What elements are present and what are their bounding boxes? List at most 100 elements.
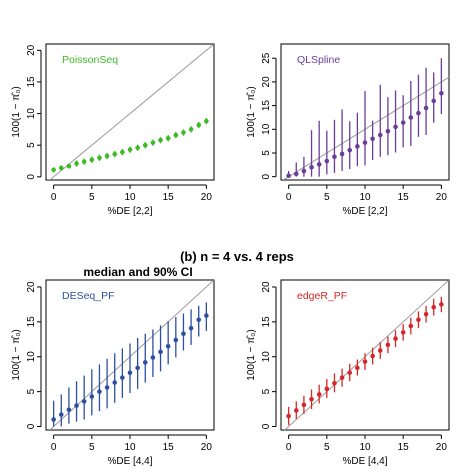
median-point <box>393 336 398 341</box>
plot-frame <box>45 43 215 181</box>
y-tick-label: 10 <box>261 351 272 363</box>
median-point <box>339 375 345 380</box>
y-tick-label: 0 <box>261 173 272 179</box>
median-point <box>293 408 299 413</box>
x-tick-label: 0 <box>286 192 292 203</box>
median-point <box>309 164 314 170</box>
median-point <box>173 337 179 343</box>
y-tick-label: 15 <box>261 316 272 328</box>
y-axis-title: 100(1 − π̂₀) <box>245 86 257 137</box>
median-point <box>362 140 368 145</box>
subtitle: median and 90% CI <box>83 265 192 279</box>
plot-frame <box>280 279 450 431</box>
y-tick-label: 5 <box>261 150 272 156</box>
median-point <box>58 165 64 171</box>
median-point <box>370 353 375 359</box>
x-axis-title: %DE [2,2] <box>107 206 152 217</box>
median-point <box>142 142 148 148</box>
legend-label: edgeR_PF <box>297 290 347 302</box>
median-point <box>74 403 79 408</box>
median-point <box>112 151 118 157</box>
y-tick-label: 15 <box>26 76 37 88</box>
median-point <box>158 137 163 143</box>
x-axis-title: %DE [4,4] <box>342 456 387 467</box>
y-tick-label: 5 <box>26 142 37 148</box>
median-point <box>74 161 79 166</box>
panel-poissonseq: 0 5 10 15 20 0 5 10 15 20 100(1 − π̂₀) %DE [2,2] Poi… <box>10 43 215 217</box>
x-tick-label: 0 <box>286 442 292 453</box>
median-point <box>309 397 314 402</box>
median-point <box>204 118 209 124</box>
x-tick-label: 10 <box>124 442 136 453</box>
x-tick-label: 20 <box>436 442 448 453</box>
median-point <box>150 355 156 360</box>
median-point <box>423 311 429 317</box>
median-point <box>135 365 140 371</box>
x-tick-label: 5 <box>89 442 95 453</box>
median-point <box>127 147 133 152</box>
median-point <box>51 417 56 422</box>
y-tick-label: 20 <box>261 281 272 293</box>
section-title: (b) n = 4 vs. 4 reps <box>180 249 294 264</box>
x-tick-label: 10 <box>359 192 371 203</box>
legend-label: DESeq_PF <box>62 290 115 302</box>
x-axis-title: %DE [2,2] <box>342 206 387 217</box>
median-point <box>423 105 429 111</box>
median-point <box>165 343 171 349</box>
median-point <box>385 128 391 134</box>
y-tick-label: 10 <box>261 123 272 135</box>
median-point <box>370 136 375 142</box>
median-point <box>400 120 406 125</box>
median-point <box>196 122 202 128</box>
median-point <box>158 349 163 355</box>
x-tick-label: 15 <box>163 192 175 203</box>
median-point <box>58 412 64 417</box>
median-point <box>104 153 110 159</box>
median-point <box>332 154 337 160</box>
median-point <box>135 145 140 151</box>
y-tick-label: 5 <box>261 388 272 394</box>
panel-edger-pf: 0 5 10 15 20 0 5 10 15 20 100(1 − π̂₀) %DE [4,4] edg… <box>245 279 450 467</box>
identity-line <box>284 280 449 430</box>
median-point <box>393 124 398 130</box>
panels: 0 5 10 15 20 0 5 10 15 20 100(1 − π̂₀) %DE [2,2] Poi… <box>10 43 450 467</box>
median-point <box>120 375 125 380</box>
y-tick-label: 15 <box>261 100 272 112</box>
identity-line <box>49 280 214 430</box>
median-point <box>385 342 391 348</box>
x-tick-label: 0 <box>51 442 57 453</box>
legend-label: PoissonSeq <box>62 54 118 66</box>
median-point <box>439 302 444 307</box>
median-point <box>66 407 72 413</box>
median-point <box>127 370 133 376</box>
x-tick-label: 15 <box>398 442 410 453</box>
median-point <box>196 317 202 323</box>
y-tick-label: 10 <box>26 108 37 120</box>
median-point <box>142 360 148 365</box>
median-point <box>316 392 322 397</box>
median-point <box>400 330 406 335</box>
y-axis-title: 100(1 − π̂₀) <box>10 86 22 137</box>
median-point <box>97 155 102 161</box>
x-tick-label: 0 <box>51 192 57 203</box>
median-point <box>81 399 87 404</box>
y-tick-label: 0 <box>261 423 272 429</box>
identity-line <box>282 76 449 180</box>
panel-qlspline: 0 5 10 15 20 0 5 10 15 20 25 100(1 − π̂₀) %DE [2,2] Q… <box>245 43 450 217</box>
x-tick-label: 15 <box>163 442 175 453</box>
median-point <box>188 127 194 132</box>
median-point <box>439 90 444 96</box>
median-point <box>97 389 102 394</box>
x-tick-label: 20 <box>201 442 213 453</box>
median-point <box>286 173 291 179</box>
median-point <box>51 167 56 173</box>
y-tick-label: 20 <box>26 44 37 56</box>
y-axis-title: 100(1 − π̂₀) <box>10 329 22 380</box>
x-tick-label: 20 <box>436 192 448 203</box>
median-point <box>324 386 330 392</box>
y-tick-label: 0 <box>26 174 37 180</box>
median-point <box>150 140 156 145</box>
median-point <box>165 135 171 141</box>
x-tick-label: 5 <box>324 192 330 203</box>
